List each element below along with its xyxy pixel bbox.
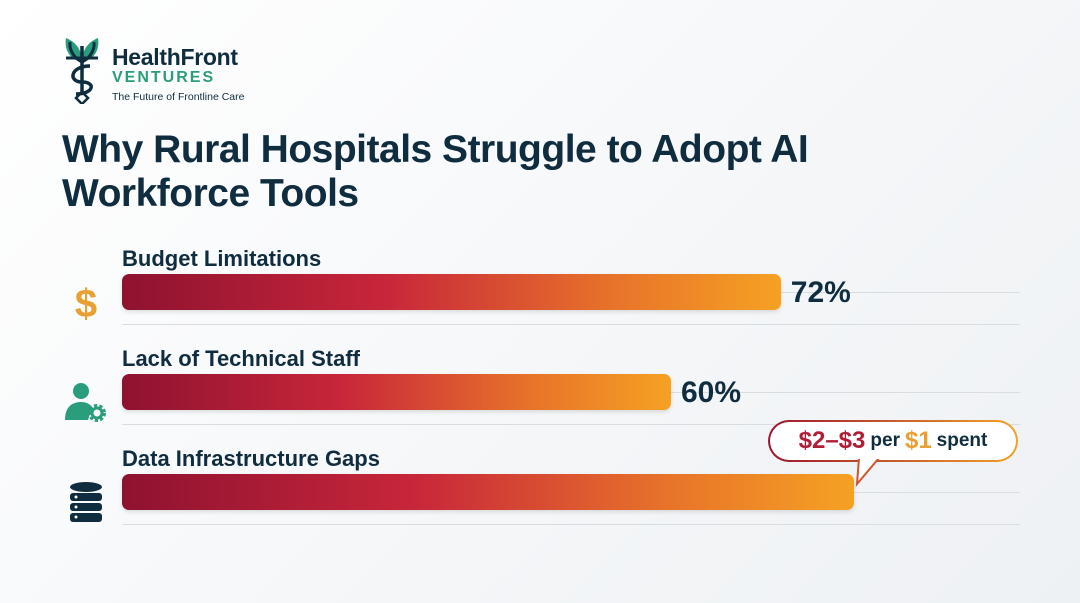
bar-row: Budget Limitations $ 72% <box>0 246 1080 346</box>
category-label: Data Infrastructure Gaps <box>122 446 380 471</box>
logo: HealthFront VENTURES The Future of Front… <box>60 32 244 104</box>
category-label: Budget Limitations <box>122 246 322 271</box>
callout-per: per <box>870 430 900 451</box>
value-label: 60% <box>681 376 742 409</box>
brand-sub: VENTURES <box>112 69 216 86</box>
callout-tail <box>855 458 880 488</box>
roi-callout: $2–$3 per $1 spent <box>768 420 1018 462</box>
caduceus-leaf-icon <box>65 38 99 104</box>
callout-unit: $1 <box>904 427 932 454</box>
user-gear-icon <box>64 380 108 424</box>
value-label: 72% <box>790 276 851 309</box>
brand-name: HealthFront <box>112 44 238 70</box>
bar <box>122 274 781 310</box>
database-icon <box>64 480 108 524</box>
category-label: Lack of Technical Staff <box>122 346 360 371</box>
page-title: Why Rural Hospitals Struggle to Adopt AI… <box>62 128 809 215</box>
callout-amount: $2–$3 <box>798 427 866 454</box>
brand-tagline: The Future of Frontline Care <box>112 91 245 103</box>
divider <box>122 524 1020 525</box>
bar <box>122 374 671 410</box>
bar <box>122 474 854 510</box>
bar-row: Data Infrastructure Gaps <box>0 446 1080 546</box>
bar-row: Lack of Technical Staff 60% <box>0 346 1080 446</box>
divider <box>122 424 1020 425</box>
callout-spent: spent <box>936 430 988 451</box>
svg-text:$: $ <box>75 282 97 324</box>
divider <box>122 324 1020 325</box>
dollar-icon: $ <box>64 280 108 326</box>
